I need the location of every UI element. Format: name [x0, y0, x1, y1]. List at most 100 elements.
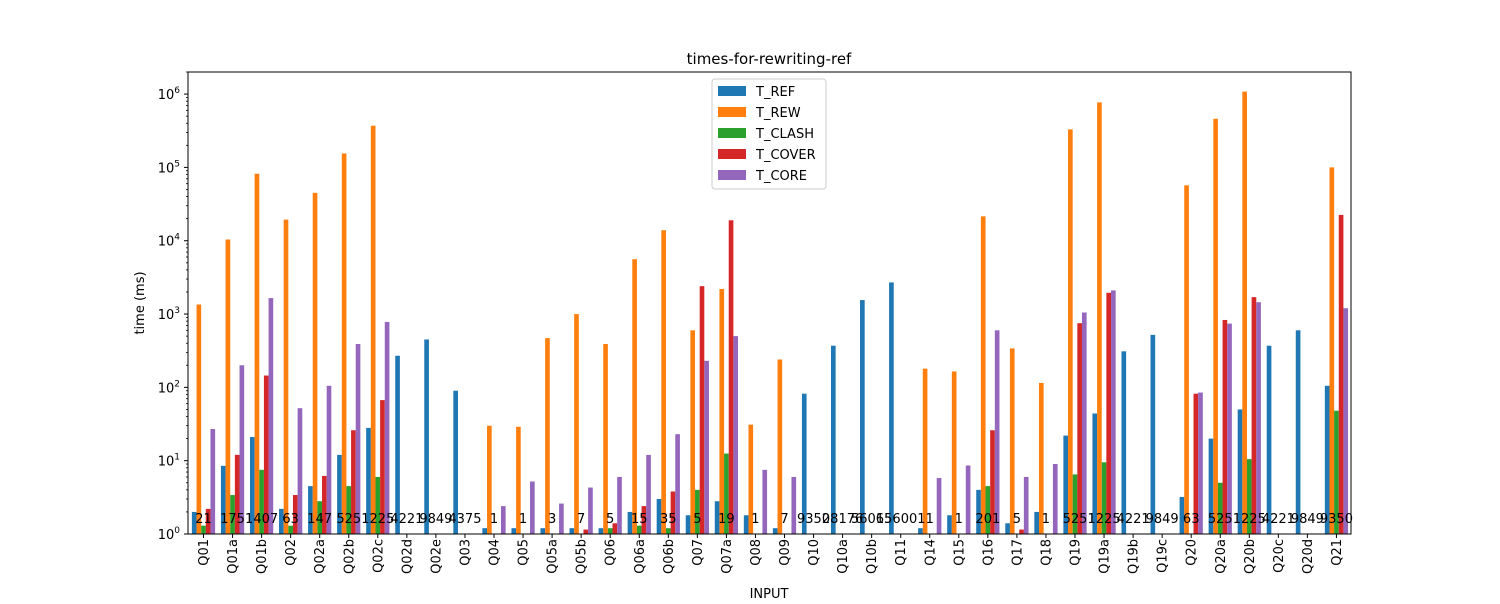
y-tick-base: 10 — [158, 528, 175, 543]
bar-T_COVER-Q19 — [1077, 323, 1082, 534]
bar-T_REW-Q05a — [545, 338, 550, 534]
x-tick-label-Q06a: Q06a — [633, 539, 648, 574]
bar-T_REW-Q02c — [370, 125, 376, 534]
bar-T_REW-Q01a — [225, 239, 231, 534]
bar-T_REW-Q20a — [1213, 118, 1218, 535]
annotation-Q20: 63 — [1183, 512, 1200, 527]
bar-T_CLASH-Q06b — [665, 528, 671, 534]
annotation-Q10: 9350 — [797, 512, 830, 527]
bar-T_CORE-Q08 — [762, 469, 768, 534]
bar-T_CORE-Q19a — [1111, 290, 1116, 534]
x-tick-label-Q01a: Q01a — [226, 539, 241, 574]
y-tick-label: 104 — [158, 233, 181, 250]
x-tick-label-Q17: Q17 — [1010, 539, 1025, 566]
bar-T_CORE-Q15 — [965, 465, 971, 534]
plot-frame — [187, 71, 1352, 535]
bar-T_CORE-Q21 — [1343, 308, 1349, 534]
bar-T_REF-Q01a — [220, 465, 226, 534]
bar-T_CLASH-Q19 — [1072, 474, 1078, 534]
bar-T_REF-Q20 — [1179, 496, 1185, 534]
bar-T_REF-Q11 — [889, 282, 894, 534]
bar-T_CORE-Q05a — [559, 503, 564, 534]
x-tick-label-Q06: Q06 — [604, 539, 619, 566]
legend-swatch-T_CLASH — [718, 128, 746, 138]
bar-T_CORE-Q02c — [384, 321, 390, 534]
x-tick-label-Q02b: Q02b — [342, 539, 357, 574]
x-tick-label-Q02e: Q02e — [429, 539, 444, 574]
bar-T_CORE-Q02 — [297, 408, 303, 534]
y-tick-base: 10 — [158, 381, 175, 396]
bar-T_REF-Q16 — [976, 489, 981, 534]
bar-T_REF-Q02a — [308, 486, 313, 534]
annotation-Q05b: 7 — [577, 512, 585, 527]
bar-T_COVER-Q01b — [263, 375, 269, 534]
bar-T_REF-Q02c — [366, 427, 371, 534]
bar-T_REW-Q05b — [574, 314, 579, 534]
bar-T_REW-Q07a — [719, 288, 725, 534]
x-tick-label-Q02a: Q02a — [313, 539, 328, 574]
bar-T_CORE-Q20 — [1198, 392, 1203, 534]
annotation-Q19a: 1225 — [1088, 512, 1121, 527]
bar-T_REF-Q14 — [918, 528, 923, 534]
annotation-Q19b: 4221 — [1117, 512, 1150, 527]
x-tick-label-Q20a: Q20a — [1214, 539, 1229, 574]
x-tick-label-Q02: Q02 — [284, 539, 299, 566]
annotation-Q10a: 28176 — [822, 512, 863, 527]
bar-T_CORE-Q01a — [239, 365, 245, 534]
bar-T_COVER-Q16 — [990, 430, 995, 534]
bar-T_CORE-Q07 — [704, 360, 709, 534]
annotation-Q06a: 15 — [631, 512, 648, 527]
x-tick-label-Q20d: Q20d — [1301, 539, 1316, 574]
legend-label-T_CORE: T_CORE — [755, 169, 807, 184]
bar-T_CLASH-Q16 — [985, 486, 991, 534]
x-axis-label: INPUT — [750, 587, 789, 600]
bar-T_CLASH-Q06 — [607, 528, 613, 534]
y-tick-base: 10 — [158, 455, 175, 470]
y-tick-label: 105 — [158, 159, 180, 176]
x-tick-label-Q06b: Q06b — [662, 539, 677, 574]
bar-T_REW-Q16 — [980, 216, 986, 534]
bar-T_REW-Q17 — [1009, 348, 1015, 534]
x-tick-label-Q20: Q20 — [1185, 539, 1200, 566]
annotation-Q02d: 4221 — [390, 512, 423, 527]
x-tick-label-Q01: Q01 — [197, 539, 212, 566]
bar-T_REW-Q07 — [690, 330, 696, 534]
x-tick-label-Q05a: Q05a — [546, 539, 561, 574]
bar-T_REW-Q02b — [341, 153, 347, 534]
annotation-Q14: 1 — [926, 512, 934, 527]
bar-T_COVER-Q19a — [1106, 292, 1112, 534]
bar-T_REW-Q21 — [1329, 167, 1335, 534]
bar-T_CLASH-Q02b — [346, 486, 352, 534]
y-tick-base: 10 — [158, 308, 175, 323]
x-tick-label-Q18: Q18 — [1039, 539, 1054, 566]
bar-T_REW-Q02 — [283, 219, 289, 535]
annotation-Q10b: 56065 — [851, 512, 892, 527]
annotation-Q05: 1 — [519, 512, 527, 527]
bar-T_COVER-Q20b — [1251, 297, 1257, 534]
bar-T_REF-Q05a — [540, 528, 546, 534]
x-tick-label-Q16: Q16 — [981, 539, 996, 566]
bar-T_REF-Q20c — [1266, 345, 1272, 534]
bar-T_CORE-Q05 — [530, 481, 535, 534]
bar-T_CORE-Q04 — [500, 506, 506, 534]
bar-T_REF-Q03 — [453, 390, 458, 534]
bar-T_COVER-Q06 — [612, 523, 618, 534]
x-tick-label-Q02d: Q02d — [400, 539, 415, 574]
x-tick-label-Q02c: Q02c — [371, 539, 386, 573]
bar-T_REF-Q05b — [569, 528, 575, 534]
annotation-Q01b: 1407 — [245, 512, 278, 527]
x-tick-label-Q20b: Q20b — [1243, 539, 1258, 574]
chart-title: times-for-rewriting-ref — [687, 50, 852, 68]
bar-T_COVER-Q06b — [670, 491, 676, 534]
bar-T_COVER-Q20a — [1222, 319, 1228, 534]
annotation-Q16: 201 — [975, 512, 1000, 527]
annotation-Q20c: 4221 — [1262, 512, 1295, 527]
bar-T_REF-Q05 — [511, 528, 517, 534]
legend-label-T_COVER: T_COVER — [755, 148, 816, 163]
bar-T_COVER-Q06a — [641, 506, 647, 534]
annotation-Q08: 1 — [751, 512, 759, 527]
bar-T_REF-Q15 — [947, 515, 952, 534]
annotation-Q15: 1 — [955, 512, 963, 527]
bar-T_REW-Q18 — [1038, 382, 1044, 534]
x-tick-label-Q04: Q04 — [488, 539, 503, 566]
